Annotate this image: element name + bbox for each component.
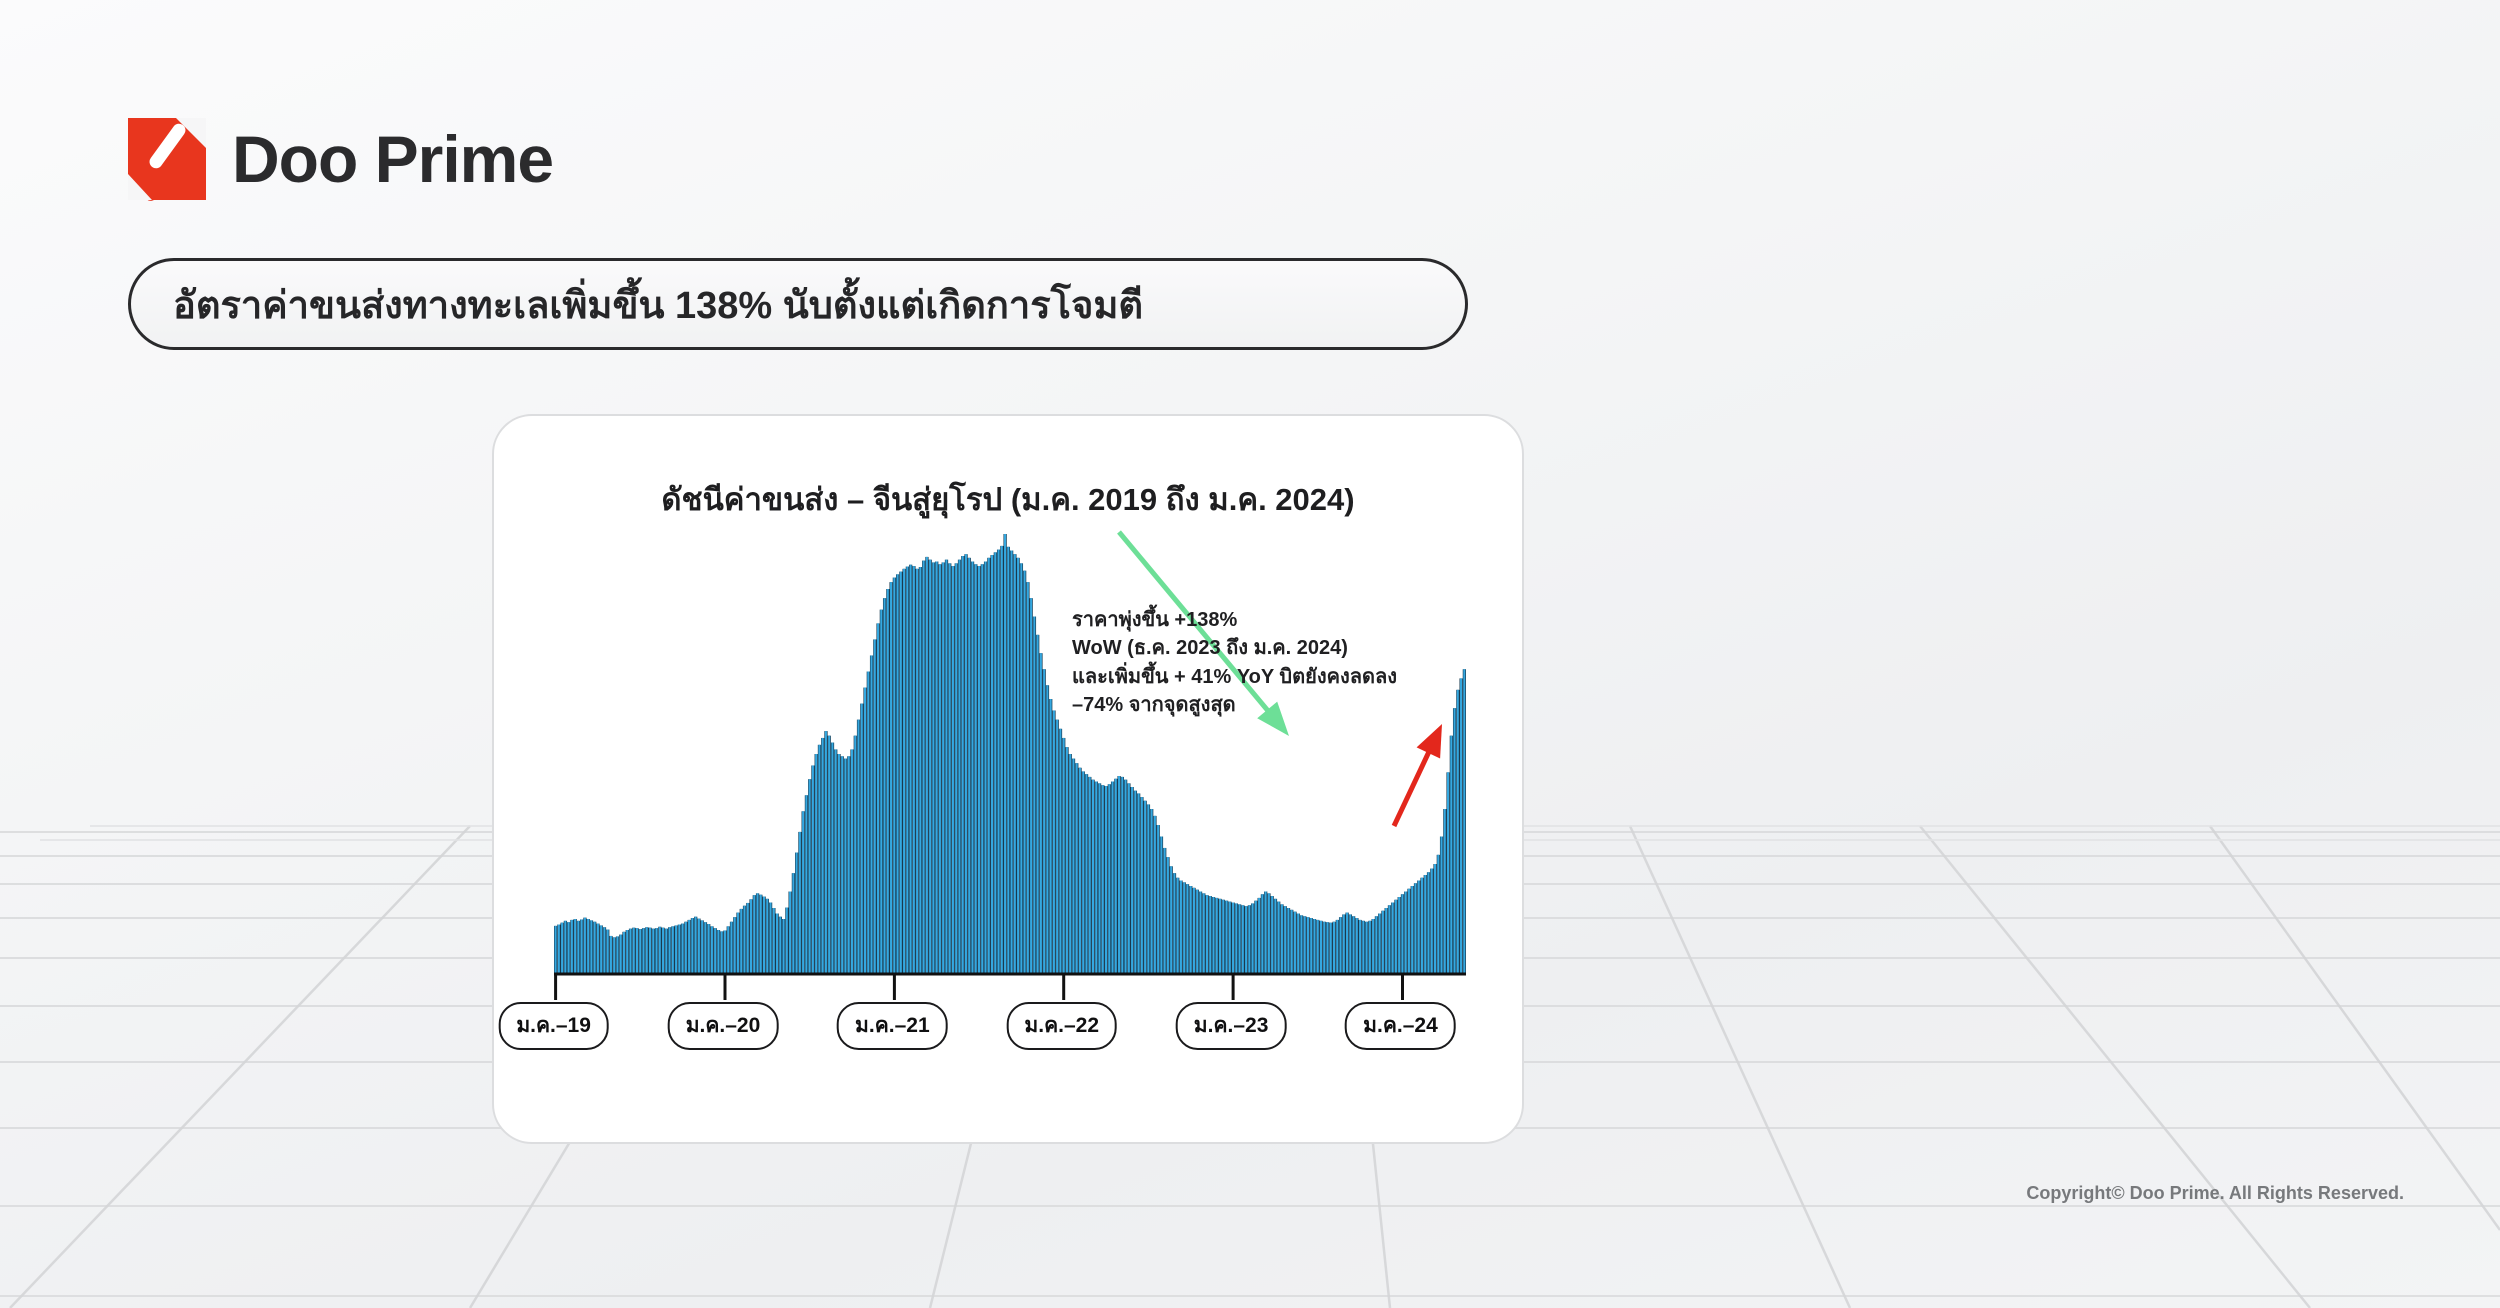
- annotation-line-4: –74% จากจุดสูงสุด: [1072, 694, 1236, 717]
- annotation-line-1: ราคาพุ่งขึ้น +138%: [1072, 609, 1238, 631]
- headline-text: อัตราค่าขนส่งทางทะเลเพิ่มขึ้น 138% นับตั…: [173, 284, 1144, 327]
- chart-annotation: ราคาพุ่งขึ้น +138% WoW (ธ.ค. 2023 ถึง ม.…: [1072, 606, 1397, 720]
- x-axis: [554, 972, 1466, 1000]
- brand-name: Doo Prime: [232, 122, 554, 196]
- x-tick-6: ม.ค.–24: [1345, 1002, 1456, 1050]
- doo-prime-logo-mark: [128, 118, 206, 204]
- freight-index-bar-chart: [554, 530, 1466, 1000]
- logo-notch-cut: [128, 174, 152, 200]
- x-tick-5: ม.ค.–23: [1175, 1002, 1287, 1050]
- x-tick-3: ม.ค.–21: [837, 1002, 948, 1050]
- chart-title: ดัชนีค่าขนส่ง – จีนสู่ยุโรป (ม.ค. 2019 ถ…: [661, 482, 1355, 517]
- x-tick-4: ม.ค.–22: [1006, 1002, 1118, 1050]
- bar-series: [554, 534, 1466, 975]
- chart-plot-area: [554, 526, 1466, 1026]
- copyright-text: Copyright© Doo Prime. All Rights Reserve…: [2026, 1183, 2404, 1203]
- green-decline-arrow: [1117, 530, 1289, 736]
- red-spike-arrow: [1391, 724, 1442, 828]
- x-tick-2: ม.ค.–20: [667, 1002, 779, 1050]
- x-tick-1: ม.ค.–19: [498, 1002, 609, 1050]
- brand-logo: Doo Prime: [128, 118, 554, 204]
- annotation-line-2: WoW (ธ.ค. 2023 ถึง ม.ค. 2024): [1072, 637, 1348, 660]
- headline-banner: อัตราค่าขนส่งทางทะเลเพิ่มขึ้น 138% นับตั…: [128, 258, 1468, 350]
- annotation-line-3: และเพิ่มขึ้น + 41% YoY บิตยังคงลดลง: [1072, 665, 1397, 688]
